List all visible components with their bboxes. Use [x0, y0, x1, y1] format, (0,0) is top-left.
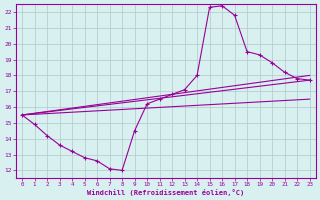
X-axis label: Windchill (Refroidissement éolien,°C): Windchill (Refroidissement éolien,°C): [87, 189, 244, 196]
